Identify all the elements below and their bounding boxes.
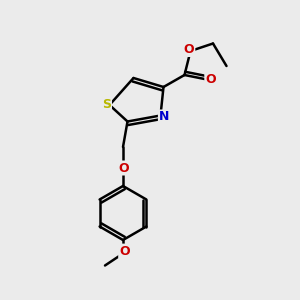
Text: O: O [119,244,130,258]
Text: O: O [184,43,194,56]
Text: S: S [102,98,111,112]
Text: O: O [205,73,216,86]
Text: N: N [159,110,169,124]
Text: O: O [118,161,129,175]
